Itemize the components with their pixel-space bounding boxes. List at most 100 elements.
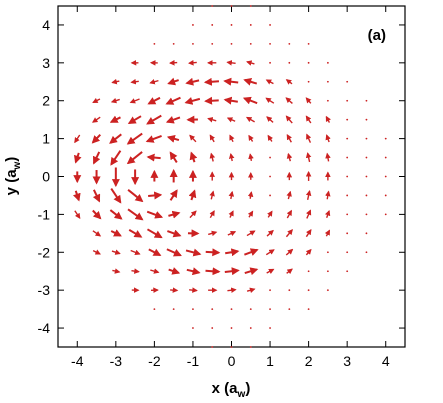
- field-point: [230, 308, 233, 311]
- field-arrow: [246, 230, 256, 237]
- field-arrow: [110, 150, 122, 166]
- field-arrow: [246, 60, 255, 66]
- field-arrow: [305, 152, 312, 163]
- field-point: [211, 24, 214, 26]
- field-point: [307, 289, 310, 292]
- y-tick-label: -1: [38, 206, 51, 222]
- field-point: [269, 308, 271, 311]
- field-arrow: [92, 189, 101, 203]
- field-point: [307, 270, 310, 273]
- field-arrow: [286, 134, 292, 143]
- field-point: [384, 194, 387, 197]
- field-point: [365, 137, 368, 140]
- field-arrow: [148, 191, 163, 200]
- field-point: [211, 346, 214, 348]
- field-arrow: [126, 151, 143, 165]
- field-point: [249, 327, 252, 329]
- field-arrow: [305, 229, 312, 238]
- field-point: [326, 80, 329, 83]
- y-tick-labels: -4 -3 -2 -1 0 1 2 3 4: [38, 17, 51, 336]
- field-arrow: [227, 230, 237, 237]
- field-arrow: [127, 115, 142, 125]
- field-arrow: [266, 116, 274, 123]
- field-point: [346, 194, 349, 197]
- field-arrow: [229, 134, 235, 143]
- field-arrow: [266, 229, 274, 237]
- x-tick-label: 1: [266, 353, 274, 369]
- field-arrow: [306, 209, 312, 219]
- field-arrow: [110, 97, 120, 104]
- field-point: [365, 213, 368, 216]
- field-arrow: [148, 248, 162, 257]
- field-arrow: [227, 287, 237, 293]
- field-arrow: [146, 114, 162, 125]
- field-arrow: [128, 228, 143, 238]
- vector-field: [72, 5, 387, 348]
- field-arrow: [267, 134, 273, 142]
- field-arrow: [209, 134, 215, 143]
- y-tick-label: 4: [42, 17, 50, 33]
- field-point: [288, 42, 291, 45]
- field-point: [346, 156, 349, 159]
- field-arrow: [208, 230, 218, 237]
- field-point: [346, 99, 349, 102]
- field-arrow: [209, 210, 215, 219]
- field-arrow: [73, 152, 82, 164]
- field-arrow: [285, 248, 294, 256]
- field-arrow: [111, 249, 121, 255]
- field-arrow: [324, 209, 331, 219]
- field-arrow: [91, 134, 102, 144]
- field-arrow: [265, 79, 274, 85]
- field-point: [211, 5, 214, 7]
- field-arrow: [188, 59, 197, 66]
- field-point: [269, 175, 271, 178]
- field-point: [192, 308, 194, 311]
- field-arrow: [228, 190, 235, 200]
- field-point: [307, 80, 310, 83]
- field-point: [307, 61, 310, 64]
- field-arrow: [244, 248, 259, 256]
- field-arrow: [209, 152, 216, 162]
- field-arrow: [189, 287, 198, 293]
- field-arrow: [305, 248, 312, 256]
- y-tick-label: -3: [38, 282, 51, 298]
- field-arrow: [146, 228, 163, 239]
- field-arrow: [325, 190, 331, 200]
- field-point: [269, 156, 271, 159]
- x-tick-label: -1: [187, 353, 200, 369]
- field-arrow: [109, 115, 121, 123]
- field-point: [230, 24, 233, 26]
- field-point: [326, 251, 329, 254]
- x-tick-label: 2: [305, 353, 313, 369]
- field-arrow: [285, 79, 293, 85]
- field-arrow: [111, 78, 120, 85]
- field-arrow: [207, 117, 217, 123]
- field-arrow: [110, 188, 122, 204]
- field-point: [153, 308, 156, 311]
- field-point: [326, 61, 329, 64]
- field-point: [326, 99, 329, 102]
- field-arrow: [109, 209, 123, 220]
- field-arrow: [166, 135, 180, 143]
- field-arrow: [167, 77, 179, 86]
- field-point: [307, 42, 310, 45]
- field-point: [153, 42, 156, 45]
- field-point: [365, 194, 368, 197]
- field-arrow: [130, 249, 141, 255]
- field-arrow: [245, 116, 255, 123]
- field-arrow: [169, 151, 178, 163]
- field-arrow: [92, 230, 102, 237]
- field-point: [249, 346, 252, 348]
- field-point: [346, 137, 349, 140]
- field-arrow: [92, 249, 101, 255]
- field-point: [230, 5, 233, 7]
- y-tick-label: 0: [42, 169, 50, 185]
- field-point: [365, 251, 368, 254]
- field-arrow: [325, 115, 331, 123]
- field-point: [384, 213, 387, 216]
- y-tick-label: 1: [42, 131, 50, 147]
- field-arrow: [209, 190, 215, 200]
- y-tick-label: -2: [38, 244, 51, 260]
- field-point: [384, 175, 387, 178]
- field-point: [230, 346, 233, 348]
